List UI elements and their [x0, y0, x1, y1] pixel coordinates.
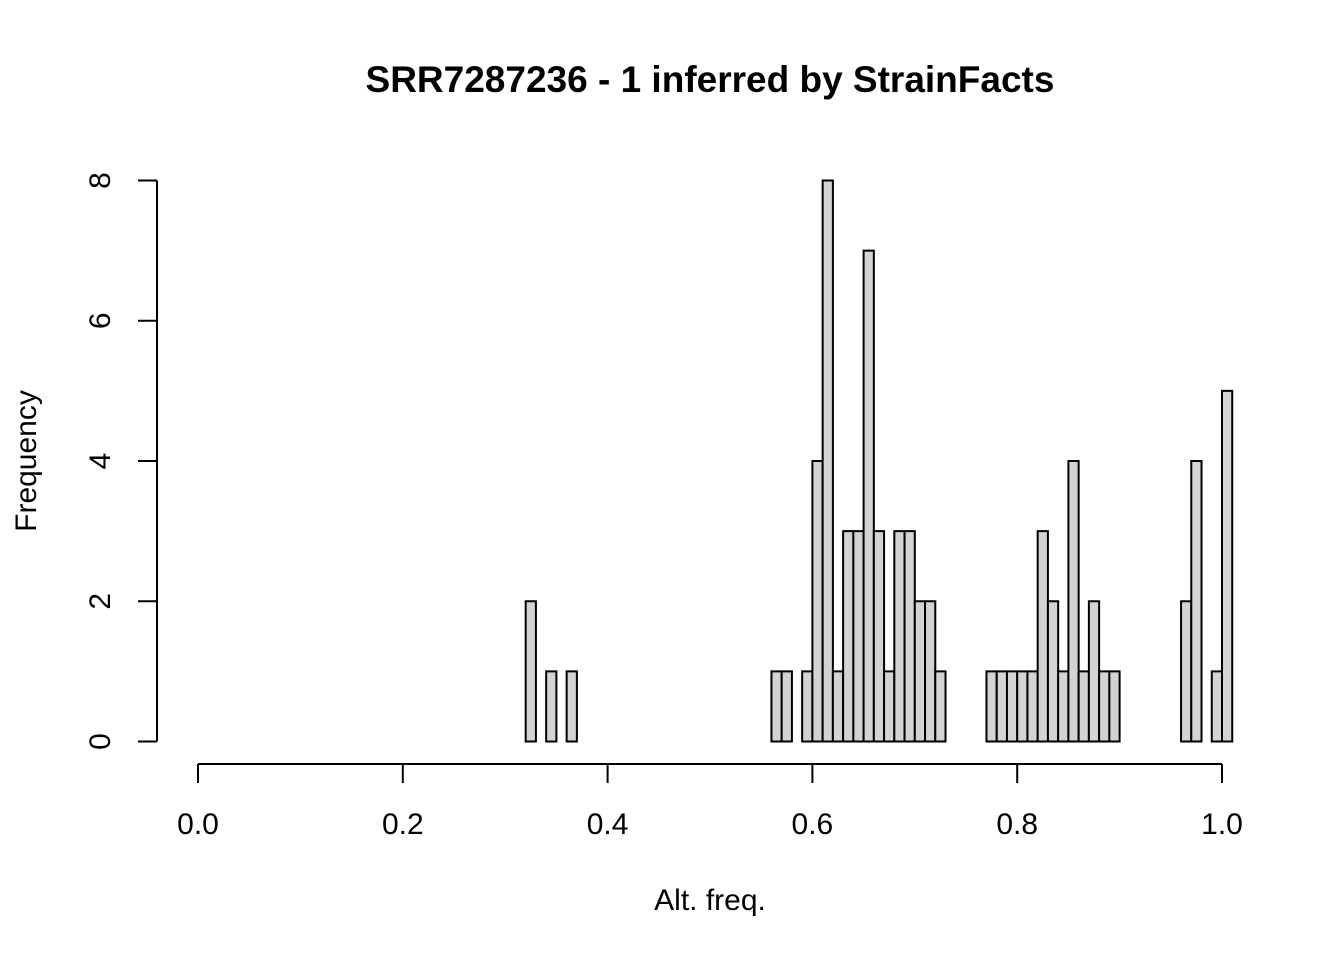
y-tick-label: 2	[84, 593, 117, 610]
histogram-bar	[1036, 530, 1049, 743]
x-tick-label: 0.2	[382, 808, 424, 841]
y-tick-label: 8	[84, 172, 117, 189]
histogram-bar	[924, 600, 937, 743]
histogram-bar	[862, 249, 875, 743]
y-tick-label: 4	[84, 453, 117, 470]
x-tick-label: 0.8	[996, 808, 1038, 841]
histogram-bar	[1190, 460, 1203, 743]
histogram-bar	[985, 670, 998, 743]
y-axis: 0 2 4 6 8	[84, 172, 158, 750]
histogram-bar	[842, 530, 855, 743]
bars-group	[524, 179, 1234, 743]
histogram-bar	[524, 600, 537, 743]
y-tick-label: 6	[84, 312, 117, 329]
x-tick-label: 1.0	[1201, 808, 1243, 841]
histogram-bar	[1067, 460, 1080, 743]
histogram-bar	[1057, 670, 1070, 743]
histogram-bar	[1016, 670, 1029, 743]
histogram-bar	[913, 600, 927, 743]
histogram-bar	[545, 670, 558, 743]
x-axis: 0.0 0.2 0.4 0.6 0.8 1.0	[177, 763, 1243, 841]
x-axis-label: Alt. freq.	[654, 884, 766, 917]
histogram-bar	[852, 530, 865, 743]
histogram-bar	[883, 670, 896, 743]
histogram-bar	[872, 530, 886, 743]
histogram-bar	[995, 670, 1008, 743]
y-axis-label: Frequency	[10, 390, 43, 532]
histogram-bar	[770, 670, 783, 743]
chart-title: SRR7287236 - 1 inferred by StrainFacts	[366, 59, 1055, 100]
histogram-bar	[1098, 670, 1111, 743]
histogram-bar	[1026, 670, 1039, 743]
histogram-bar	[811, 460, 824, 743]
histogram-bar	[1108, 670, 1121, 743]
histogram-bar	[831, 670, 845, 743]
histogram-bar	[1087, 600, 1101, 743]
x-tick-label: 0.6	[792, 808, 834, 841]
histogram-bar	[1210, 670, 1224, 743]
histogram-bar	[821, 179, 834, 743]
histogram-bar	[1046, 600, 1060, 743]
histogram-bar	[1077, 670, 1090, 743]
histogram-bar	[1180, 600, 1193, 743]
histogram-bar	[893, 530, 906, 743]
histogram-bar	[780, 670, 793, 743]
histogram-bar	[1005, 670, 1019, 743]
histogram-bar	[565, 670, 578, 743]
y-tick-label: 0	[84, 733, 117, 750]
x-tick-label: 0.4	[587, 808, 629, 841]
histogram-bar	[903, 530, 916, 743]
histogram-bar	[1221, 389, 1234, 743]
histogram-bar	[801, 670, 814, 743]
x-tick-label: 0.0	[177, 808, 219, 841]
histogram-bar	[934, 670, 947, 743]
